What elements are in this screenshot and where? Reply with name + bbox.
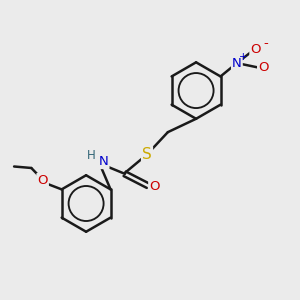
Text: O: O	[149, 180, 160, 193]
Text: N: N	[99, 155, 109, 168]
Text: S: S	[142, 147, 152, 162]
Text: O: O	[258, 61, 268, 74]
Text: H: H	[87, 149, 95, 162]
Text: -: -	[263, 37, 268, 50]
Text: O: O	[38, 174, 48, 187]
Text: +: +	[239, 52, 248, 61]
Text: N: N	[232, 57, 242, 70]
Text: O: O	[250, 43, 261, 56]
